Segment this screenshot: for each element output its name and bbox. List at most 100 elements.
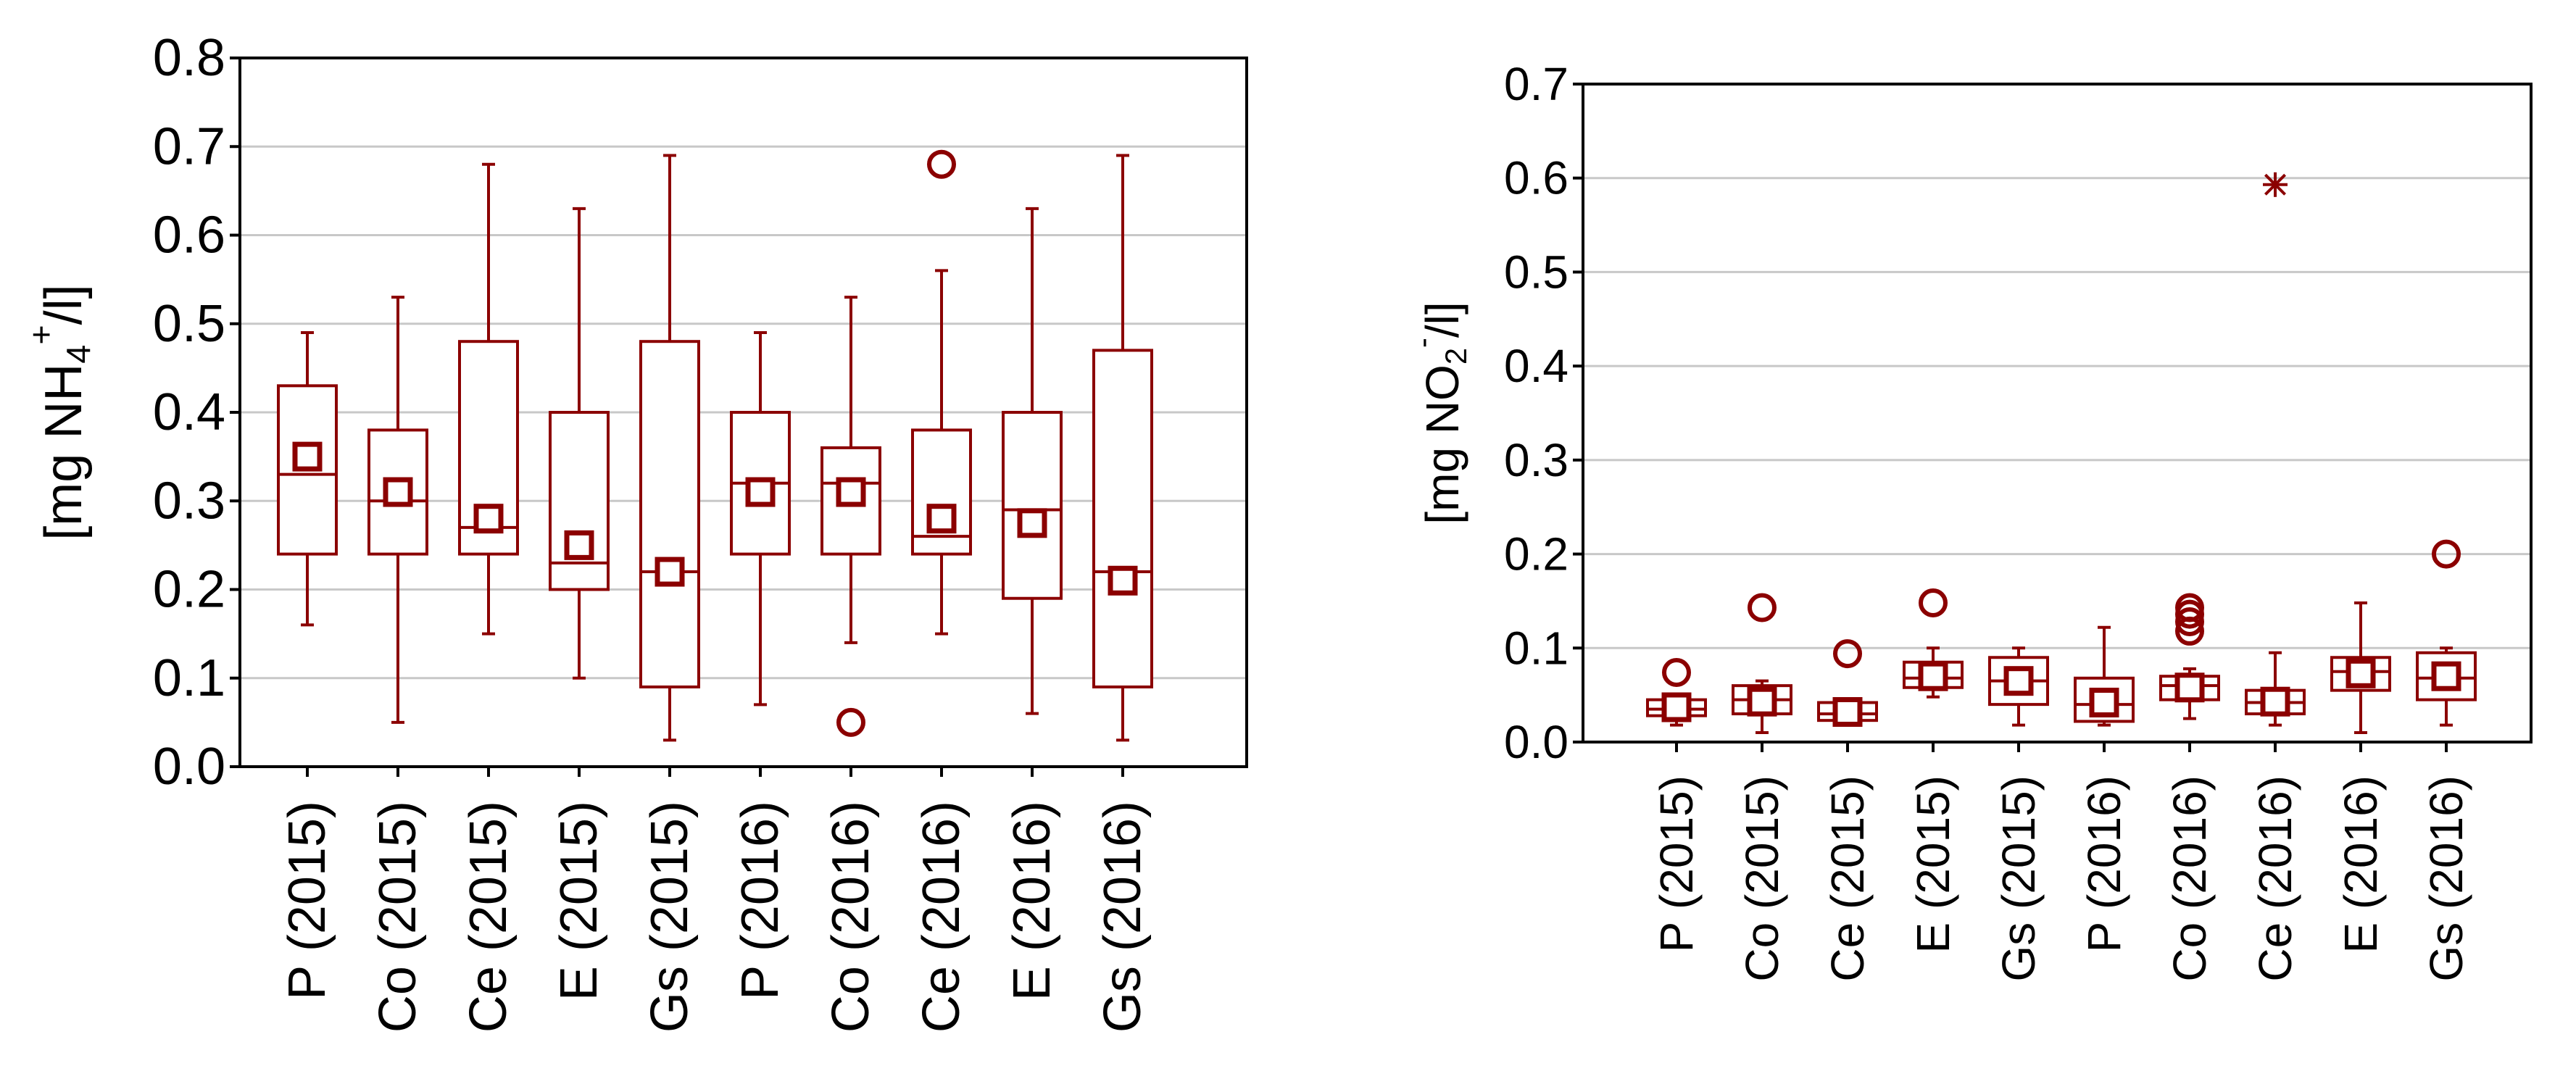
y-axis-label-part: 4 [59,345,97,364]
iqr-box [1092,349,1153,688]
box-2 [1732,593,1792,735]
y-axis-label: [mg NH4+/l] [22,284,97,540]
iqr-box [639,340,700,688]
mean-marker [1661,692,1692,722]
y-axis-label-part: [mg NH [35,364,93,541]
mean-marker [1918,661,1948,691]
chart-1: 0.0 0.1 0.2 0.3 0.4 0.5 0.6 0.7 0.8 [mg NH4+/l] P … [22,29,1248,1033]
mean-marker [926,504,957,534]
x-tick-label: Gs (2016) [2420,775,2472,982]
box-4 [549,207,610,680]
box-5 [1988,646,2049,727]
mean-marker [2089,688,2119,718]
plot-frame [238,57,1248,768]
mean-marker [1017,508,1047,538]
outlier-point [2175,593,2204,622]
mean-marker [1747,686,1777,717]
x-tick-label: Co (2015) [369,801,427,1033]
iqr-box [820,446,881,556]
y-tick-label: 0.2 [153,561,225,619]
mean-marker [1108,565,1138,596]
box-3 [1817,639,1878,727]
y-axis-label-part: + [22,325,59,344]
y-tick-label: 0.0 [1504,716,1569,768]
outlier-point [836,707,865,737]
y-tick-label: 0.7 [153,117,225,175]
x-tick-label: Co (2016) [822,801,880,1033]
outlier-point [2432,539,2461,569]
outlier-point [1919,588,1948,618]
x-tick-label: Gs (2015) [1993,775,2045,982]
box-4 [1903,588,1964,699]
mean-marker [383,477,413,507]
y-axis-label-part: 2 [1438,348,1472,364]
x-tick-label: P (2016) [731,801,789,1000]
x-tick-label: E (2016) [2335,775,2387,953]
mean-marker [473,504,504,534]
y-tick-label: 0.7 [1504,58,1569,110]
y-tick-label: 0.0 [153,738,225,796]
x-tick-label: E (2016) [1003,801,1061,1001]
y-tick-label: 0.3 [153,472,225,530]
x-tick-label: Ce (2015) [460,801,518,1033]
y-tick-label: 0.3 [1504,434,1569,486]
x-tick-label: P (2015) [1650,775,1703,952]
x-tick-label: E (2015) [550,801,608,1001]
mean-marker [564,530,594,560]
x-tick-label: Ce (2015) [1821,775,1874,982]
mean-marker [1832,696,1863,727]
y-tick-label: 0.8 [153,29,225,87]
y-axis-label-part: /l] [35,284,93,325]
extreme-point [2263,172,2288,197]
box-7 [2159,593,2220,720]
x-tick-label: Gs (2015) [641,801,699,1033]
mean-marker [2431,661,2461,691]
x-tick-label: P (2015) [278,801,336,1000]
plot-frame [1582,83,2533,743]
extreme-stroke [2264,173,2287,196]
mean-marker [2174,672,2205,703]
y-axis-label: [mg NO2-/l] [1405,301,1472,524]
box-7 [820,296,881,737]
box-1 [277,330,338,627]
y-tick-label: 0.5 [153,295,225,353]
outlier-point [1833,639,1862,669]
chart-2: 0.0 0.1 0.2 0.3 0.4 0.5 0.6 0.7 [mg NO2-/l] P (20… [1405,58,2533,982]
box-8 [911,149,972,636]
box-9 [1002,207,1063,715]
y-tick-label: 0.5 [1504,246,1569,298]
mean-marker [2003,666,2034,696]
box-8 [2245,172,2306,727]
y-tick-label: 0.4 [153,383,225,441]
iqr-box [1002,411,1063,600]
box-6 [730,330,791,707]
y-tick-label: 0.1 [153,649,225,707]
y-axis-label-part: - [1405,338,1439,348]
box-10 [2416,539,2477,727]
box-2 [367,296,428,724]
box-3 [458,162,519,636]
box-1 [1646,658,1707,727]
x-tick-label: P (2016) [2078,775,2130,952]
y-tick-label: 0.6 [1504,152,1569,204]
y-axis-label-part: [mg NO [1416,364,1468,524]
box-9 [2330,601,2391,735]
x-tick-label: Ce (2016) [2249,775,2301,982]
box-5 [639,154,700,742]
outlier-point [1662,658,1691,688]
outlier-point [927,149,956,179]
box-10 [1092,154,1153,742]
mean-marker [2346,658,2376,688]
x-tick-label: E (2015) [1907,775,1959,953]
y-tick-label: 0.6 [153,207,225,264]
y-axis-label-part: /l] [1416,301,1468,338]
mean-marker [292,441,323,472]
outlier-point [1748,593,1777,622]
y-tick-label: 0.4 [1504,340,1569,392]
mean-marker [836,477,866,507]
y-tick-label: 0.2 [1504,528,1569,580]
box-6 [2074,625,2135,727]
y-tick-label: 0.1 [1504,622,1569,674]
